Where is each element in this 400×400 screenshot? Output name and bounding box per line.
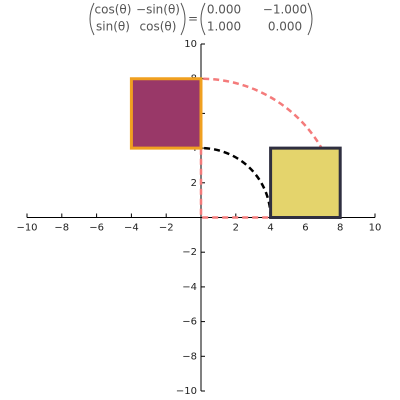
equals: =	[188, 12, 198, 26]
matrix-entry: −1.000	[263, 3, 307, 17]
x-tick-label: −4	[124, 223, 139, 234]
y-tick-label: −2	[182, 247, 197, 258]
x-tick-label: −10	[16, 223, 37, 234]
x-tick-label: 6	[302, 223, 308, 234]
y-tick-label: 2	[191, 178, 197, 189]
y-tick-label: 10	[184, 39, 197, 50]
y-tick-label: −8	[182, 351, 197, 362]
arc	[200, 146, 272, 218]
x-tick-label: 10	[369, 223, 382, 234]
paren	[200, 2, 206, 36]
matrix-entry: cos(θ)	[140, 20, 177, 34]
x-tick-label: 8	[337, 223, 343, 234]
y-tick-label: −4	[182, 282, 197, 293]
matrix-entry: 0.000	[268, 20, 302, 34]
matrix-entry: cos(θ)	[95, 3, 132, 17]
matrix-entry: 1.000	[207, 20, 241, 34]
square	[269, 146, 342, 219]
paren	[89, 2, 95, 36]
formula	[89, 2, 313, 36]
x-tick-label: −8	[54, 223, 69, 234]
paren	[180, 2, 186, 36]
square	[129, 77, 203, 150]
x-tick-label: 2	[233, 223, 239, 234]
x-tick-label: −2	[159, 223, 174, 234]
matrix-entry: sin(θ)	[96, 20, 130, 34]
y-tick-label: −6	[182, 317, 197, 328]
x-tick-label: −6	[89, 223, 104, 234]
x-tick-label: 4	[267, 223, 273, 234]
paren	[307, 2, 313, 36]
matrix-entry: 0.000	[207, 3, 241, 17]
matrix-entry: −sin(θ)	[136, 3, 180, 17]
y-tick-label: −10	[176, 386, 197, 397]
